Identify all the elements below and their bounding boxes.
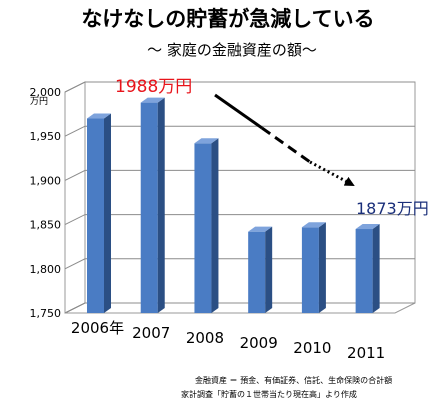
y-tick-label: 2,000 [30, 86, 62, 99]
gridline [64, 81, 415, 93]
x-tick-label: 2011 [347, 344, 385, 362]
start-value-label: 1988万円 [115, 77, 192, 97]
y-tick-label: 1,800 [30, 263, 62, 276]
y-tick-label: 1,950 [30, 130, 62, 143]
bar-top [248, 226, 273, 232]
footnote-1: 金融資産 ＝ 預金、有価証券、信託、生命保険の合計額 [195, 375, 392, 385]
y-tick-label: 1,750 [30, 307, 62, 320]
bar-front [194, 143, 212, 313]
chart-title: なけなしの貯蓄が急減している [81, 7, 374, 31]
bar [248, 226, 273, 313]
bar [301, 222, 326, 313]
x-tick-label: 2007 [132, 324, 170, 342]
left-wall [64, 81, 86, 314]
end-value-label: 1873万円 [356, 199, 429, 218]
bar-top [301, 222, 326, 228]
gridline [64, 169, 415, 181]
bar-front [248, 231, 266, 313]
bar-front [355, 229, 373, 313]
bar-side [157, 97, 165, 313]
bar [140, 97, 165, 313]
bar-front [301, 227, 319, 313]
x-tick-label: 2010 [293, 339, 331, 357]
bar-top [140, 97, 165, 103]
bar-front [87, 118, 104, 314]
bar-side [372, 224, 380, 313]
bar-front [140, 102, 158, 313]
x-axis-ticks: 2006年 2007 2008 2009 2010 2011 [71, 319, 385, 362]
x-tick-label: 2009 [240, 334, 278, 352]
x-tick-label: 2008 [186, 329, 224, 347]
bar-side [318, 222, 326, 313]
footnote-2: 家計調査「貯蓄の１世帯当たり現在高」より作成 [181, 389, 357, 399]
y-tick-label: 1,850 [30, 219, 62, 232]
y-axis-ticks: 1,750 1,800 1,850 1,900 1,950 2,000 [30, 86, 62, 320]
bar-side [265, 226, 273, 313]
bar [87, 113, 111, 314]
bar-top [194, 138, 219, 144]
bar-side [211, 138, 219, 313]
bar-top [355, 224, 380, 230]
gridline [64, 125, 415, 137]
gridline [64, 214, 415, 226]
y-axis-unit: 万円 [30, 96, 48, 107]
bar-top [87, 113, 111, 119]
y-tick-label: 1,900 [30, 174, 62, 187]
chart-subtitle: ～ 家庭の金融資産の額～ [147, 41, 317, 59]
bar-side [104, 113, 111, 314]
bar [355, 224, 380, 313]
x-tick-label: 2006年 [71, 319, 124, 337]
bar [194, 138, 219, 313]
bars [87, 97, 380, 314]
trend-arrow [214, 93, 355, 187]
